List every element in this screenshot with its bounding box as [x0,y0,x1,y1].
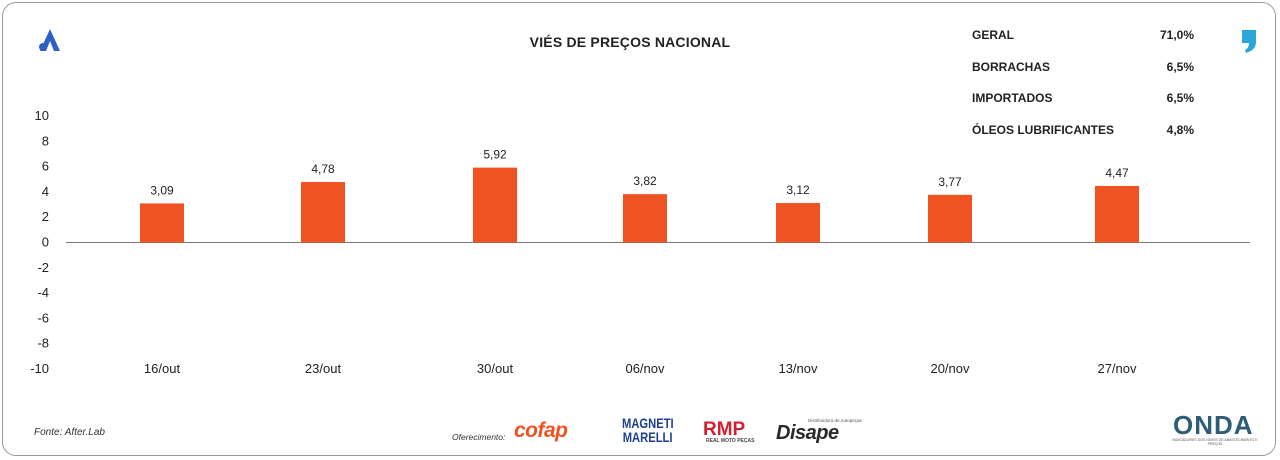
bar-value-label: 4,47 [1105,166,1129,180]
bar-value-label: 5,92 [483,148,507,162]
y-tick-label: 2 [42,209,49,224]
summary-value: 6,5% [1166,59,1194,74]
summary-table: GERAL 71,0% BORRACHAS 6,5% IMPORTADOS 6,… [972,28,1194,154]
summary-label: ÓLEOS LUBRIFICANTES [972,122,1115,137]
rmp-tagline: REAL MOTO PEÇAS [706,438,755,444]
y-tick-label: -10 [30,361,49,376]
brand-a-logo-icon [39,29,60,51]
bar-value-label: 3,77 [938,175,962,189]
bar [928,194,972,243]
chart-title: VIÉS DE PREÇOS NACIONAL [529,34,731,50]
summary-row-importados: IMPORTADOS 6,5% [972,91,1194,123]
sponsor-label: Oferecimento: [452,432,506,442]
bar [776,203,820,243]
summary-row-borrachas: BORRACHAS 6,5% [972,60,1194,92]
bar-value-label: 4,78 [311,162,335,176]
rmp-logo: RMP [703,419,746,440]
y-tick-label: -8 [37,336,49,351]
summary-value: 71,0% [1159,28,1194,42]
bar-value-label: 3,12 [786,183,810,197]
bar-value-label: 3,09 [150,183,174,197]
y-tick-label: -6 [37,310,49,325]
summary-row-geral: GERAL 71,0% [972,28,1194,60]
x-category-label: 20/nov [930,361,970,376]
summary-label: BORRACHAS [972,59,1050,74]
quote-mark-icon [1242,30,1256,53]
summary-label: GERAL [972,28,1014,42]
source-note: Fonte: After.Lab [34,427,105,438]
summary-value: 4,8% [1166,122,1194,137]
y-tick-label: 0 [42,235,49,250]
onda-tagline: INDICADORES DOS NÍVEIS DE ABASTECIMENTO … [1172,438,1258,446]
x-category-label: 23/out [305,361,342,376]
bar [623,194,667,243]
y-tick-label: -2 [37,260,49,275]
y-tick-label: 8 [42,133,49,148]
summary-label: IMPORTADOS [972,91,1053,105]
bar [473,167,517,243]
x-category-label: 13/nov [778,361,818,376]
bar [301,182,345,243]
x-category-label: 06/nov [625,361,665,376]
magneti-marelli-logo: MAGNETI MARELLI [622,415,674,445]
bar-value-label: 3,82 [633,174,657,188]
y-tick-label: 10 [35,108,49,123]
y-tick-label: 4 [42,184,49,199]
y-tick-label: 6 [42,159,49,174]
onda-logo: ONDA [1173,410,1254,440]
bar [1095,185,1139,243]
disape-logo: Disape [776,422,839,444]
x-category-label: 30/out [477,361,514,376]
x-category-label: 27/nov [1097,361,1137,376]
summary-value: 6,5% [1166,91,1194,105]
cofap-logo: cofap [514,419,568,442]
summary-row-oleos: ÓLEOS LUBRIFICANTES 4,8% [972,123,1194,155]
bar [140,203,184,243]
y-tick-label: -4 [37,285,49,300]
x-category-label: 16/out [144,361,181,376]
disape-tagline: Distribuidora de Autopeças [808,418,862,423]
